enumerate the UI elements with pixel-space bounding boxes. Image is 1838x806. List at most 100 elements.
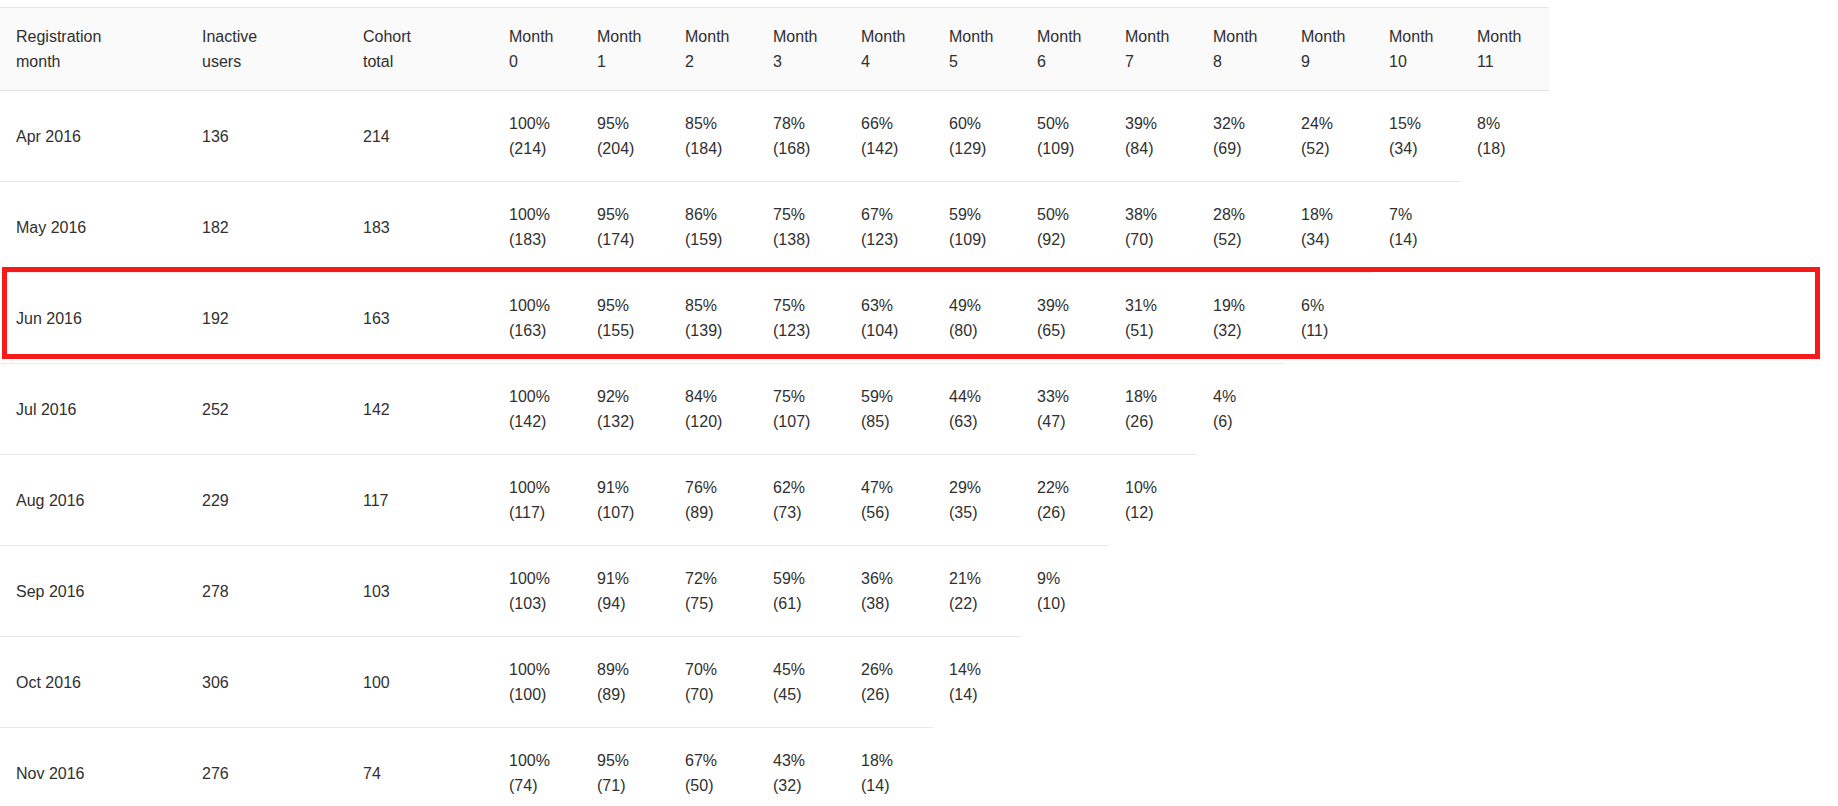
month-cell: 89%(89) [581, 637, 669, 728]
registration-month-cell: May 2016 [0, 182, 186, 273]
registration-month-cell: Apr 2016 [0, 91, 186, 182]
retention-count: (51) [1125, 318, 1189, 343]
month-cell: 84%(120) [669, 364, 757, 455]
retention-percent: 19% [1213, 293, 1277, 318]
column-header: Month 8 [1197, 8, 1285, 91]
retention-percent: 84% [685, 384, 749, 409]
month-cell [1461, 637, 1549, 728]
retention-percent: 100% [509, 202, 573, 227]
retention-count: (129) [949, 136, 1013, 161]
column-header: Month 0 [493, 8, 581, 91]
month-cell [1197, 637, 1285, 728]
retention-percent: 14% [949, 657, 1013, 682]
month-cell: 92%(132) [581, 364, 669, 455]
month-cell: 49%(80) [933, 273, 1021, 364]
retention-count: (74) [509, 773, 573, 798]
retention-count: (103) [509, 591, 573, 616]
retention-percent: 100% [509, 475, 573, 500]
month-cell: 100%(74) [493, 728, 581, 806]
month-cell: 60%(129) [933, 91, 1021, 182]
month-cell: 85%(184) [669, 91, 757, 182]
retention-count: (155) [597, 318, 661, 343]
retention-percent: 50% [1037, 202, 1101, 227]
month-cell: 18%(34) [1285, 182, 1373, 273]
month-cell: 100%(117) [493, 455, 581, 546]
retention-percent: 32% [1213, 111, 1277, 136]
column-header: Month 10 [1373, 8, 1461, 91]
month-cell: 29%(35) [933, 455, 1021, 546]
retention-percent: 44% [949, 384, 1013, 409]
column-header: Month 4 [845, 8, 933, 91]
column-header: Month 7 [1109, 8, 1197, 91]
retention-percent: 18% [1301, 202, 1365, 227]
retention-count: (14) [1389, 227, 1453, 252]
retention-count: (26) [1037, 500, 1101, 525]
column-header: Month 9 [1285, 8, 1373, 91]
retention-percent: 72% [685, 566, 749, 591]
retention-percent: 63% [861, 293, 925, 318]
retention-percent: 95% [597, 111, 661, 136]
retention-count: (50) [685, 773, 749, 798]
retention-percent: 85% [685, 293, 749, 318]
month-cell: 45%(45) [757, 637, 845, 728]
month-cell: 66%(142) [845, 91, 933, 182]
inactive-users-cell: 192 [186, 273, 347, 364]
table-row: Nov 201627674100%(74)95%(71)67%(50)43%(3… [0, 728, 1549, 806]
retention-percent: 92% [597, 384, 661, 409]
retention-count: (132) [597, 409, 661, 434]
retention-count: (71) [597, 773, 661, 798]
inactive-users-cell: 306 [186, 637, 347, 728]
retention-percent: 85% [685, 111, 749, 136]
month-cell: 100%(183) [493, 182, 581, 273]
month-cell [1197, 546, 1285, 637]
month-cell: 19%(32) [1197, 273, 1285, 364]
retention-percent: 100% [509, 566, 573, 591]
inactive-users-cell: 278 [186, 546, 347, 637]
retention-count: (120) [685, 409, 749, 434]
retention-percent: 75% [773, 293, 837, 318]
column-header: Month 3 [757, 8, 845, 91]
registration-month-cell: Jul 2016 [0, 364, 186, 455]
month-cell [1461, 728, 1549, 806]
retention-count: (92) [1037, 227, 1101, 252]
retention-percent: 10% [1125, 475, 1189, 500]
retention-count: (11) [1301, 318, 1365, 343]
month-cell: 100%(142) [493, 364, 581, 455]
month-cell [1373, 637, 1461, 728]
month-cell [1461, 455, 1549, 546]
month-cell: 9%(10) [1021, 546, 1109, 637]
retention-percent: 67% [861, 202, 925, 227]
retention-count: (14) [861, 773, 925, 798]
month-cell [1021, 728, 1109, 806]
inactive-users-cell: 229 [186, 455, 347, 546]
retention-count: (107) [773, 409, 837, 434]
retention-count: (214) [509, 136, 573, 161]
month-cell: 4%(6) [1197, 364, 1285, 455]
retention-percent: 100% [509, 293, 573, 318]
month-cell [1461, 364, 1549, 455]
month-cell: 95%(155) [581, 273, 669, 364]
inactive-users-cell: 182 [186, 182, 347, 273]
retention-percent: 15% [1389, 111, 1453, 136]
retention-percent: 22% [1037, 475, 1101, 500]
retention-count: (6) [1213, 409, 1277, 434]
retention-percent: 49% [949, 293, 1013, 318]
retention-count: (10) [1037, 591, 1101, 616]
retention-count: (65) [1037, 318, 1101, 343]
retention-percent: 100% [509, 657, 573, 682]
month-cell: 50%(92) [1021, 182, 1109, 273]
retention-percent: 66% [861, 111, 925, 136]
month-cell: 75%(107) [757, 364, 845, 455]
retention-count: (12) [1125, 500, 1189, 525]
month-cell: 39%(65) [1021, 273, 1109, 364]
month-cell: 18%(14) [845, 728, 933, 806]
registration-month-cell: Jun 2016 [0, 273, 186, 364]
retention-count: (63) [949, 409, 1013, 434]
retention-percent: 67% [685, 748, 749, 773]
cohort-total-cell: 117 [347, 455, 493, 546]
retention-count: (52) [1213, 227, 1277, 252]
month-cell: 39%(84) [1109, 91, 1197, 182]
column-header: Inactive users [186, 8, 347, 91]
cohorts-panel: Registration monthInactive usersCohort t… [0, 0, 1838, 806]
retention-percent: 60% [949, 111, 1013, 136]
